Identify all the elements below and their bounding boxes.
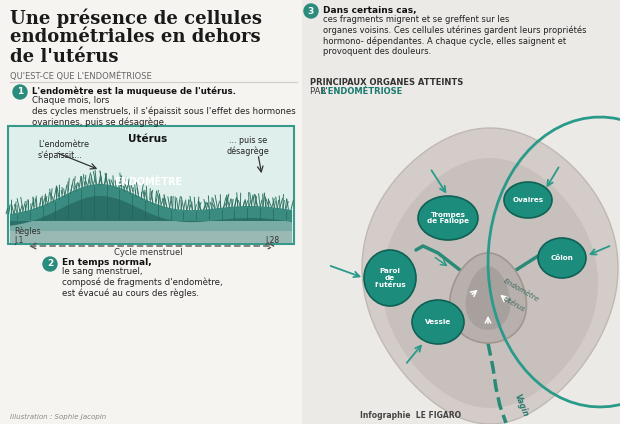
- Text: L'endomètre
s'épaissit...: L'endomètre s'épaissit...: [38, 140, 89, 160]
- Text: J.28: J.28: [266, 236, 280, 245]
- Circle shape: [43, 257, 57, 271]
- Text: Vagin: Vagin: [512, 393, 529, 418]
- Ellipse shape: [412, 300, 464, 344]
- Text: Cycle menstruel: Cycle menstruel: [113, 248, 182, 257]
- Ellipse shape: [538, 238, 586, 278]
- Text: L'ENDOMÉTRIOSE: L'ENDOMÉTRIOSE: [320, 87, 402, 96]
- Text: le sang menstruel,
composé de fragments d'endomètre,
est évacué au cours des règ: le sang menstruel, composé de fragments …: [62, 267, 223, 298]
- Text: PRINCIPAUX ORGANES ATTEINTS: PRINCIPAUX ORGANES ATTEINTS: [310, 78, 463, 87]
- Polygon shape: [362, 128, 618, 424]
- Ellipse shape: [364, 250, 416, 306]
- Circle shape: [304, 4, 318, 18]
- Text: Infographie  LE FIGARO: Infographie LE FIGARO: [360, 411, 461, 420]
- Text: L'endomètre est la muqueuse de l'utérus.: L'endomètre est la muqueuse de l'utérus.: [32, 87, 236, 97]
- Text: 2: 2: [47, 259, 53, 268]
- Text: Endomètre: Endomètre: [502, 277, 540, 303]
- Polygon shape: [466, 266, 510, 330]
- Ellipse shape: [418, 196, 478, 240]
- Text: 3: 3: [308, 6, 314, 16]
- Bar: [10, 231, 292, 243]
- Circle shape: [13, 85, 27, 99]
- Text: endométriales en dehors: endométriales en dehors: [10, 28, 260, 46]
- Text: 1: 1: [17, 87, 23, 97]
- Text: Trompes
de Fallope: Trompes de Fallope: [427, 212, 469, 224]
- Text: Paroi
de
l'utérus: Paroi de l'utérus: [374, 268, 406, 288]
- Text: J.1: J.1: [14, 236, 24, 245]
- Text: QU'EST-CE QUE L'ENDOMÉTRIOSE: QU'EST-CE QUE L'ENDOMÉTRIOSE: [10, 72, 152, 81]
- Text: En temps normal,: En temps normal,: [62, 258, 155, 267]
- FancyBboxPatch shape: [8, 126, 294, 244]
- Text: Dans certains cas,: Dans certains cas,: [323, 6, 417, 15]
- Text: Règles: Règles: [14, 226, 41, 235]
- Text: ... puis se
désagrège: ... puis se désagrège: [227, 136, 269, 156]
- Bar: [0, 0, 302, 424]
- Polygon shape: [10, 221, 292, 238]
- Polygon shape: [450, 253, 526, 343]
- Ellipse shape: [504, 182, 552, 218]
- Text: ENDOMÈTRE: ENDOMÈTRE: [114, 177, 182, 187]
- Text: Ovaires: Ovaires: [513, 197, 544, 203]
- Text: Chaque mois, lors
des cycles menstruels, il s'épaissit sous l'effet des hormones: Chaque mois, lors des cycles menstruels,…: [32, 96, 296, 127]
- Text: Utérus: Utérus: [128, 134, 167, 144]
- Text: Illustration : Sophie Jacopin: Illustration : Sophie Jacopin: [10, 414, 106, 420]
- Polygon shape: [10, 184, 292, 221]
- Text: Une présence de cellules: Une présence de cellules: [10, 8, 262, 28]
- Text: de l'utérus: de l'utérus: [10, 48, 118, 66]
- Text: Utérus: Utérus: [502, 296, 526, 312]
- Text: Côlon: Côlon: [551, 255, 574, 261]
- Text: Vessie: Vessie: [425, 319, 451, 325]
- Polygon shape: [382, 158, 598, 408]
- Text: ces fragments migrent et se greffent sur les
organes voisins. Ces cellules utéri: ces fragments migrent et se greffent sur…: [323, 15, 587, 56]
- Polygon shape: [10, 196, 292, 226]
- Text: PAR: PAR: [310, 87, 329, 96]
- Bar: [302, 0, 620, 424]
